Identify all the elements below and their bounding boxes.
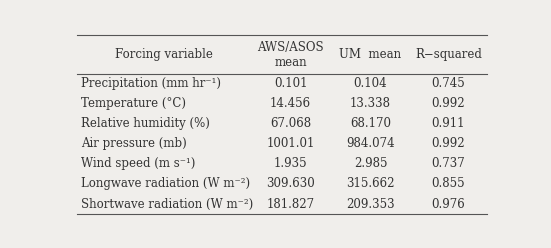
Text: 315.662: 315.662 <box>346 178 395 190</box>
Text: 0.911: 0.911 <box>431 117 465 130</box>
Text: 0.101: 0.101 <box>274 77 307 90</box>
Text: Relative humidity (%): Relative humidity (%) <box>81 117 210 130</box>
Text: Air pressure (mb): Air pressure (mb) <box>81 137 187 150</box>
Text: 0.745: 0.745 <box>431 77 465 90</box>
Text: Temperature (°C): Temperature (°C) <box>81 97 186 110</box>
Text: 2.985: 2.985 <box>354 157 387 170</box>
Text: 209.353: 209.353 <box>346 197 395 211</box>
Text: 0.855: 0.855 <box>431 178 465 190</box>
Text: Longwave radiation (W m⁻²): Longwave radiation (W m⁻²) <box>81 178 250 190</box>
Text: 984.074: 984.074 <box>346 137 395 150</box>
Text: Precipitation (mm hr⁻¹): Precipitation (mm hr⁻¹) <box>81 77 221 90</box>
Text: 309.630: 309.630 <box>266 178 315 190</box>
Text: 0.737: 0.737 <box>431 157 465 170</box>
Text: 0.104: 0.104 <box>354 77 387 90</box>
Text: Wind speed (m s⁻¹): Wind speed (m s⁻¹) <box>81 157 195 170</box>
Text: 0.992: 0.992 <box>431 97 465 110</box>
Text: 1001.01: 1001.01 <box>266 137 315 150</box>
Text: 181.827: 181.827 <box>267 197 315 211</box>
Text: Forcing variable: Forcing variable <box>115 48 213 61</box>
Text: 14.456: 14.456 <box>270 97 311 110</box>
Text: 1.935: 1.935 <box>274 157 307 170</box>
Text: 13.338: 13.338 <box>350 97 391 110</box>
Text: AWS/ASOS
mean: AWS/ASOS mean <box>257 41 324 69</box>
Text: 0.976: 0.976 <box>431 197 465 211</box>
Text: 68.170: 68.170 <box>350 117 391 130</box>
Text: 67.068: 67.068 <box>270 117 311 130</box>
Text: 0.992: 0.992 <box>431 137 465 150</box>
Text: Shortwave radiation (W m⁻²): Shortwave radiation (W m⁻²) <box>81 197 253 211</box>
Text: R−squared: R−squared <box>415 48 482 61</box>
Text: UM  mean: UM mean <box>339 48 402 61</box>
